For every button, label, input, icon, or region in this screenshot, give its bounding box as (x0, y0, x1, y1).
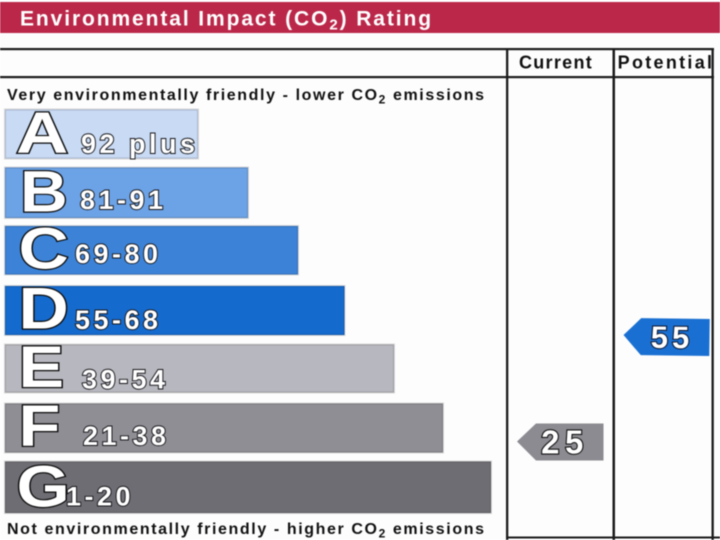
svg-text:Very environmentally friendly: Very environmentally friendly - lower CO… (7, 87, 486, 107)
svg-text:1-20: 1-20 (66, 482, 134, 512)
svg-text:D: D (19, 276, 69, 341)
svg-text:55: 55 (651, 320, 694, 356)
svg-text:F: F (19, 395, 61, 459)
svg-text:39-54: 39-54 (82, 365, 169, 395)
svg-text:C: C (19, 216, 69, 281)
svg-text:Potential: Potential (618, 53, 715, 73)
svg-text:55-68: 55-68 (75, 305, 162, 335)
svg-text:21-38: 21-38 (83, 421, 170, 451)
svg-text:G: G (17, 455, 70, 519)
svg-text:A: A (16, 101, 68, 165)
svg-text:Current: Current (519, 53, 593, 73)
svg-text:25: 25 (541, 424, 589, 461)
svg-text:E: E (19, 336, 65, 400)
svg-text:69-80: 69-80 (75, 239, 162, 269)
svg-text:Not environmentally friendly -: Not environmentally friendly - higher CO… (7, 521, 486, 540)
svg-text:92 plus: 92 plus (81, 129, 199, 159)
svg-text:B: B (20, 160, 68, 224)
svg-text:81-91: 81-91 (80, 185, 167, 215)
svg-text:Environmental Impact (CO2) Rat: Environmental Impact (CO2) Rating (20, 8, 433, 34)
